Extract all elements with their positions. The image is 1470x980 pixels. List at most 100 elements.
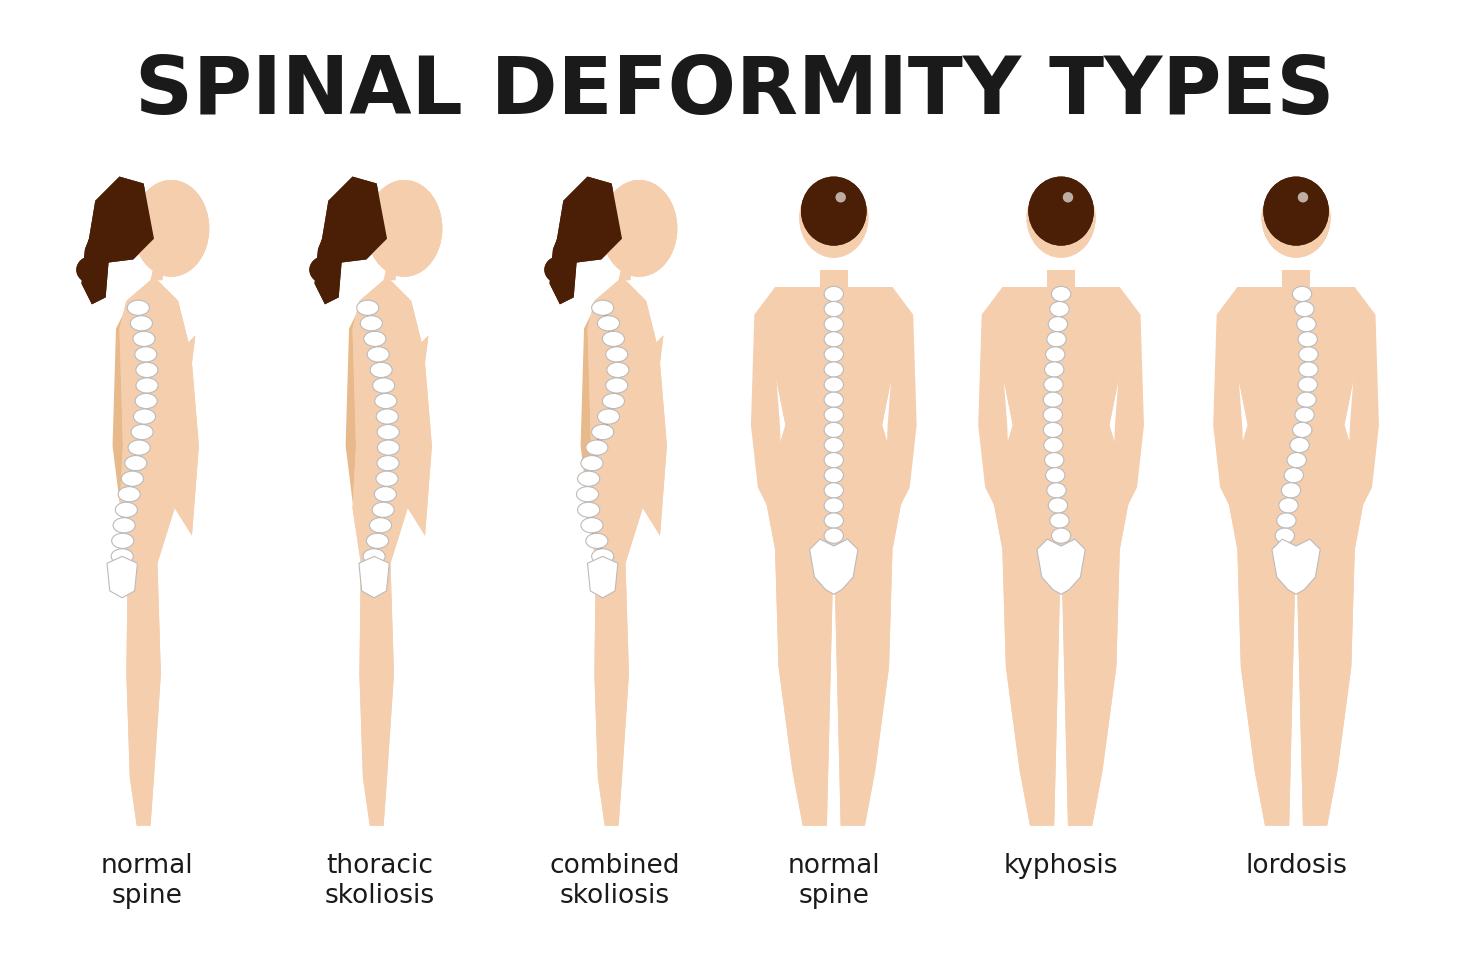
Ellipse shape (1044, 437, 1063, 453)
Polygon shape (588, 557, 617, 598)
Text: normal
spine: normal spine (788, 853, 881, 908)
Ellipse shape (1299, 362, 1319, 377)
Polygon shape (1272, 539, 1320, 594)
Ellipse shape (1261, 178, 1330, 258)
Ellipse shape (369, 517, 391, 533)
Ellipse shape (1044, 392, 1063, 408)
Text: combined
skoliosis: combined skoliosis (550, 853, 681, 908)
Ellipse shape (1026, 178, 1095, 258)
Ellipse shape (1050, 513, 1069, 528)
Polygon shape (107, 557, 137, 598)
Ellipse shape (375, 393, 397, 409)
Ellipse shape (112, 549, 134, 564)
Polygon shape (885, 287, 917, 514)
Polygon shape (992, 287, 1130, 826)
Polygon shape (113, 301, 144, 529)
Ellipse shape (1263, 176, 1329, 246)
Ellipse shape (578, 502, 600, 517)
Ellipse shape (1044, 422, 1063, 437)
Ellipse shape (825, 347, 844, 362)
Ellipse shape (591, 300, 614, 316)
Ellipse shape (591, 549, 614, 564)
Ellipse shape (135, 393, 157, 409)
Ellipse shape (1044, 377, 1063, 392)
Ellipse shape (134, 409, 156, 424)
Ellipse shape (576, 487, 598, 502)
Ellipse shape (825, 528, 844, 543)
Ellipse shape (825, 513, 844, 528)
Ellipse shape (1288, 453, 1307, 467)
Ellipse shape (378, 440, 400, 455)
Ellipse shape (375, 487, 397, 502)
Polygon shape (322, 176, 387, 263)
Ellipse shape (1045, 453, 1064, 467)
Ellipse shape (1277, 513, 1297, 528)
Ellipse shape (134, 180, 209, 276)
Polygon shape (1213, 287, 1244, 514)
Ellipse shape (128, 300, 150, 316)
Ellipse shape (578, 471, 600, 486)
Ellipse shape (1045, 467, 1064, 483)
Ellipse shape (825, 362, 844, 377)
Polygon shape (764, 287, 903, 826)
Polygon shape (619, 267, 632, 280)
Text: thoracic
skoliosis: thoracic skoliosis (325, 853, 435, 908)
Ellipse shape (597, 316, 619, 331)
Ellipse shape (1279, 498, 1298, 514)
Ellipse shape (1029, 176, 1094, 246)
Ellipse shape (825, 483, 844, 498)
Polygon shape (1227, 287, 1366, 826)
Ellipse shape (1292, 422, 1311, 437)
Polygon shape (764, 287, 903, 826)
Polygon shape (619, 267, 632, 280)
Polygon shape (751, 287, 782, 514)
Ellipse shape (800, 178, 869, 258)
Ellipse shape (125, 456, 147, 470)
Ellipse shape (1297, 317, 1316, 332)
Polygon shape (992, 287, 1130, 826)
Ellipse shape (601, 180, 678, 276)
Ellipse shape (581, 456, 603, 470)
Polygon shape (353, 280, 432, 826)
Ellipse shape (1050, 302, 1069, 317)
Polygon shape (353, 280, 432, 826)
Ellipse shape (376, 409, 398, 424)
Ellipse shape (544, 256, 575, 283)
Ellipse shape (825, 467, 844, 483)
Polygon shape (557, 176, 622, 263)
Polygon shape (315, 215, 343, 305)
Ellipse shape (1298, 192, 1308, 203)
Polygon shape (1036, 539, 1085, 594)
Ellipse shape (134, 180, 209, 276)
Polygon shape (384, 267, 397, 280)
Ellipse shape (1048, 498, 1067, 514)
Ellipse shape (1261, 178, 1330, 258)
Text: kyphosis: kyphosis (1004, 853, 1119, 878)
Ellipse shape (134, 180, 209, 276)
Polygon shape (81, 215, 109, 305)
Ellipse shape (1044, 408, 1063, 422)
Polygon shape (581, 301, 612, 529)
Ellipse shape (370, 363, 392, 377)
Polygon shape (384, 267, 397, 280)
Text: lordosis: lordosis (1245, 853, 1347, 878)
Ellipse shape (1274, 528, 1295, 543)
Polygon shape (557, 176, 622, 263)
Ellipse shape (1285, 467, 1304, 483)
Ellipse shape (1045, 362, 1064, 377)
Ellipse shape (825, 498, 844, 514)
Ellipse shape (1297, 392, 1316, 408)
Ellipse shape (360, 316, 382, 331)
Ellipse shape (378, 424, 400, 440)
Ellipse shape (825, 302, 844, 317)
Ellipse shape (132, 331, 154, 347)
Ellipse shape (128, 440, 150, 455)
Ellipse shape (1298, 347, 1319, 362)
Ellipse shape (1063, 192, 1073, 203)
Polygon shape (88, 176, 154, 263)
Polygon shape (345, 301, 376, 529)
Polygon shape (322, 176, 387, 263)
Ellipse shape (1045, 347, 1064, 362)
Polygon shape (359, 557, 390, 598)
Ellipse shape (1298, 331, 1317, 347)
